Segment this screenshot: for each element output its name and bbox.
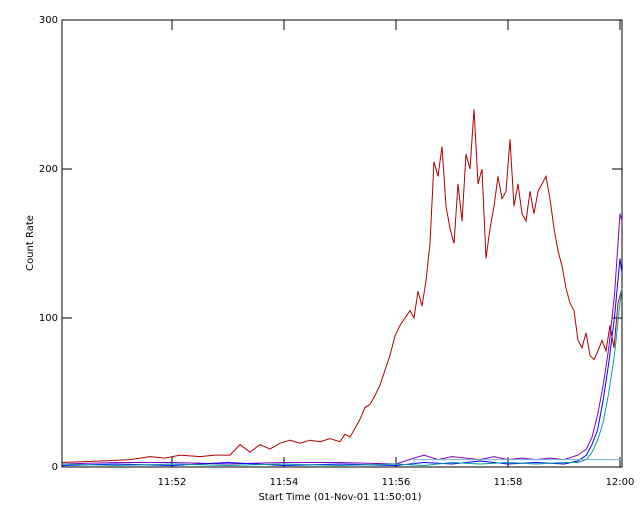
x-tick-label: 11:54 [270, 477, 299, 488]
y-tick-label: 200 [39, 164, 58, 175]
y-tick-label: 300 [39, 15, 58, 26]
series-line [61, 258, 623, 467]
x-tick-label: 11:56 [382, 477, 411, 488]
x-axis-label: Start Time (01-Nov-01 11:50:01) [258, 492, 421, 503]
series-line [413, 459, 622, 467]
y-tick-label: 100 [39, 313, 58, 324]
series-line [61, 213, 623, 465]
y-tick-label: 0 [52, 462, 58, 473]
series-line [61, 288, 623, 467]
x-tick-label: 11:52 [158, 477, 187, 488]
x-tick-label: 11:58 [494, 477, 523, 488]
y-axis-label: Count Rate [25, 215, 36, 271]
plot-frame [61, 19, 623, 468]
x-tick-label: 12:00 [606, 477, 635, 488]
series-line [61, 109, 623, 463]
